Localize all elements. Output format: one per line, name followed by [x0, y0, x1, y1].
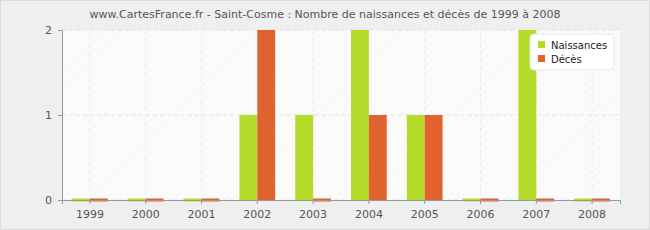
tick-label: 2005 [411, 208, 439, 221]
axis-line [63, 201, 621, 205]
tick-mark [313, 200, 314, 204]
tick-mark [368, 200, 369, 204]
tick-label: 2000 [132, 208, 160, 221]
tick: 2001 [188, 200, 216, 221]
tick-mark [424, 200, 425, 204]
legend-item: Décès [538, 54, 582, 65]
grid-x [90, 30, 592, 200]
grid-line [201, 30, 202, 200]
bar [407, 115, 425, 200]
tick-label: 2001 [188, 208, 216, 221]
tick-mark [58, 200, 62, 201]
bar [369, 115, 387, 200]
grid-line [89, 30, 90, 200]
tick: 2002 [243, 200, 271, 221]
tick-mark [257, 200, 258, 204]
tick-mark [536, 200, 537, 204]
legend-swatch [538, 55, 545, 62]
legend-label: Naissances [551, 40, 607, 51]
bars [72, 30, 610, 202]
grid [62, 30, 620, 200]
tick-mark [58, 30, 62, 31]
series [72, 30, 592, 202]
tick-label: 0 [45, 194, 52, 207]
tick: 2003 [299, 200, 327, 221]
tick-mark [89, 200, 90, 204]
tick: 2005 [411, 200, 439, 221]
tick-label: 2 [45, 24, 52, 37]
legend-box [530, 34, 614, 70]
tick: 0 [45, 194, 62, 207]
background [1, 1, 650, 230]
tick-mark [480, 200, 481, 204]
bar [257, 30, 275, 200]
grid-line [145, 30, 146, 200]
tick-mark [592, 200, 593, 204]
chart: www.CartesFrance.fr - Saint-Cosme : Nomb… [0, 0, 650, 230]
tick-mark [58, 115, 62, 116]
tick-label: 1999 [76, 208, 104, 221]
tick: 2004 [355, 200, 383, 221]
legend-item: Naissances [538, 40, 607, 51]
tick-label: 2002 [243, 208, 271, 221]
tick: 2 [45, 24, 62, 37]
tick-label: 2006 [467, 208, 495, 221]
tick-label: 2004 [355, 208, 383, 221]
tick: 2006 [467, 200, 495, 221]
tick-mark [201, 200, 202, 204]
title: www.CartesFrance.fr - Saint-Cosme : Nomb… [90, 8, 561, 21]
tick-label: 2008 [578, 208, 606, 221]
legend-swatch [538, 41, 545, 48]
tick: 1 [45, 109, 62, 122]
grid-line [480, 30, 481, 200]
bar [351, 30, 369, 200]
tick: 2008 [578, 200, 606, 221]
bar [239, 115, 257, 200]
tick-label: 1 [45, 109, 52, 122]
tick-mark [145, 200, 146, 204]
y-axis: 0 1 2 [45, 24, 63, 207]
tick-label: 2007 [522, 208, 550, 221]
tick-label: 2003 [299, 208, 327, 221]
legend-label: Décès [551, 54, 582, 65]
plot: 0 1 2 1999 2000 2001 2002 2003 2004 2005 2006 2007 2… [45, 24, 621, 221]
plot-area [62, 30, 620, 200]
tick: 1999 [76, 200, 104, 221]
legend: Naissances Décès [530, 34, 614, 70]
bar [295, 115, 313, 200]
tick: 2007 [522, 200, 550, 221]
x-axis: 1999 2000 2001 2002 2003 2004 2005 2006 2007 2008 [63, 200, 621, 221]
bar [425, 115, 443, 200]
tick: 2000 [132, 200, 160, 221]
axis-line [58, 31, 63, 201]
